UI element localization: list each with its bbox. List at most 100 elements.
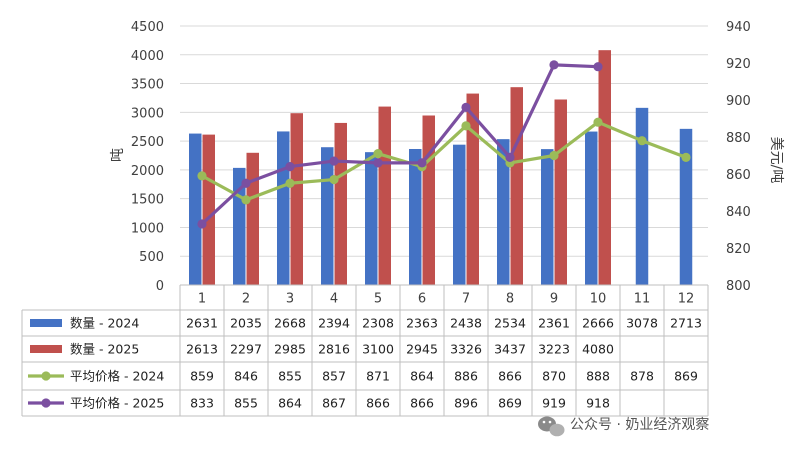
data-point bbox=[285, 178, 295, 188]
series-label: 数量 - 2024 bbox=[70, 316, 139, 331]
left-tick-label: 3000 bbox=[131, 106, 164, 121]
right-tick-label: 820 bbox=[726, 242, 751, 257]
table-cell: 2308 bbox=[362, 316, 394, 331]
bar bbox=[409, 148, 422, 285]
bar bbox=[554, 99, 567, 285]
bar bbox=[422, 115, 435, 285]
series-label: 数量 - 2025 bbox=[70, 342, 139, 357]
category-label: 4 bbox=[330, 292, 338, 307]
right-tick-label: 840 bbox=[726, 205, 751, 220]
table-cell: 919 bbox=[542, 396, 566, 411]
table-cell: 2394 bbox=[318, 316, 350, 331]
table-cell: 867 bbox=[322, 396, 346, 411]
table-cell: 866 bbox=[498, 369, 522, 384]
table-cell: 3326 bbox=[450, 342, 482, 357]
legend-key bbox=[30, 319, 62, 327]
data-point bbox=[505, 152, 515, 162]
table-cell: 2438 bbox=[450, 316, 482, 331]
data-point bbox=[593, 62, 603, 72]
table-cell: 2631 bbox=[186, 316, 218, 331]
bar bbox=[541, 149, 554, 285]
table-cell: 3100 bbox=[362, 342, 394, 357]
wechat-icon bbox=[538, 416, 565, 437]
line-series bbox=[197, 60, 691, 229]
watermark: 公众号 · 奶业经济观察 bbox=[538, 416, 709, 437]
table-cell: 866 bbox=[410, 396, 434, 411]
bar bbox=[378, 106, 391, 285]
data-point bbox=[373, 149, 383, 159]
category-label: 5 bbox=[374, 292, 382, 307]
bar bbox=[679, 128, 693, 285]
data-point bbox=[549, 150, 559, 161]
table-cell: 918 bbox=[586, 396, 610, 411]
watermark-text: 公众号 · 奶业经济观察 bbox=[570, 416, 709, 433]
data-point bbox=[285, 162, 295, 172]
table-cell: 866 bbox=[366, 396, 390, 411]
category-label: 11 bbox=[634, 292, 651, 307]
left-tick-label: 1000 bbox=[131, 221, 164, 236]
data-point bbox=[241, 195, 251, 205]
table-cell: 846 bbox=[234, 369, 258, 384]
category-label: 6 bbox=[418, 292, 426, 307]
table-cell: 869 bbox=[674, 369, 698, 384]
table-cell: 871 bbox=[366, 369, 390, 384]
bar bbox=[453, 144, 466, 285]
category-label: 12 bbox=[678, 292, 695, 307]
right-axis: 800 820 840 860 880 900 920 940 bbox=[726, 20, 751, 294]
table-cell: 857 bbox=[322, 369, 346, 384]
data-point bbox=[637, 136, 647, 146]
series-line bbox=[200, 63, 599, 226]
table-cell: 2613 bbox=[186, 342, 218, 357]
data-point bbox=[197, 171, 207, 181]
table-cell: 888 bbox=[586, 369, 610, 384]
data-point bbox=[461, 102, 471, 112]
category-label: 1 bbox=[198, 292, 206, 307]
data-point bbox=[593, 117, 603, 127]
legend-key-marker bbox=[41, 398, 51, 408]
left-tick-label: 500 bbox=[139, 250, 164, 265]
table-cell: 2816 bbox=[318, 342, 350, 357]
left-tick-label: 2000 bbox=[131, 164, 164, 179]
bar-series bbox=[189, 50, 693, 286]
table-cell: 2297 bbox=[230, 342, 262, 357]
table-cell: 3078 bbox=[626, 316, 658, 331]
left-tick-label: 4500 bbox=[131, 20, 164, 35]
bar bbox=[510, 87, 523, 286]
table-cell: 2945 bbox=[406, 342, 438, 357]
table-cell: 855 bbox=[278, 369, 302, 384]
gridlines bbox=[180, 25, 708, 286]
bar bbox=[497, 139, 510, 285]
category-label: 3 bbox=[286, 292, 294, 307]
table-cell: 2035 bbox=[230, 316, 262, 331]
table-cell: 870 bbox=[542, 369, 566, 384]
left-tick-label: 3500 bbox=[131, 78, 164, 93]
table-cell: 864 bbox=[410, 369, 434, 384]
bar bbox=[585, 131, 598, 285]
data-point bbox=[241, 178, 251, 188]
series-line bbox=[201, 120, 687, 202]
table-cell: 2985 bbox=[274, 342, 306, 357]
table-cell: 2534 bbox=[494, 316, 526, 331]
table-cell: 2713 bbox=[670, 316, 702, 331]
data-point bbox=[329, 156, 339, 166]
right-tick-label: 800 bbox=[726, 279, 751, 294]
left-tick-label: 2500 bbox=[131, 135, 164, 150]
bar bbox=[321, 147, 334, 285]
table-cell: 2666 bbox=[582, 316, 614, 331]
table-cell: 886 bbox=[454, 369, 478, 384]
data-point bbox=[197, 219, 207, 229]
category-label: 8 bbox=[506, 292, 514, 307]
data-point bbox=[329, 174, 339, 185]
legend-key bbox=[30, 345, 62, 353]
category-label: 2 bbox=[242, 292, 250, 307]
right-tick-label: 920 bbox=[726, 57, 751, 72]
table-cell: 2668 bbox=[274, 316, 306, 331]
right-tick-label: 940 bbox=[726, 20, 751, 35]
left-axis-title: 吨 bbox=[110, 148, 126, 162]
legend-key-marker bbox=[41, 371, 51, 381]
left-axis: 0 500 1000 1500 2000 2500 3000 3500 4000 4500 bbox=[131, 20, 164, 294]
bar bbox=[277, 131, 290, 285]
right-tick-label: 900 bbox=[726, 94, 751, 109]
